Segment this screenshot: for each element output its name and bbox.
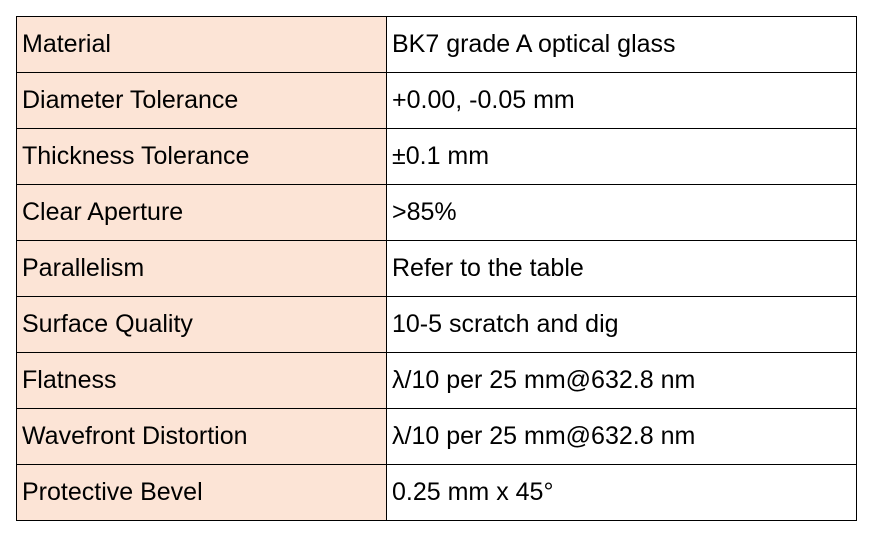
property-label: Surface Quality bbox=[16, 296, 387, 353]
property-value: +0.00, -0.05 mm bbox=[386, 72, 857, 129]
table-body: Material BK7 grade A optical glass Diamete… bbox=[16, 16, 857, 521]
table-row: Protective Bevel 0.25 mm x 45° bbox=[16, 464, 857, 521]
table-row: Material BK7 grade A optical glass bbox=[16, 16, 857, 73]
property-label: Flatness bbox=[16, 352, 387, 409]
property-value: >85% bbox=[386, 184, 857, 241]
property-value: λ/10 per 25 mm@632.8 nm bbox=[386, 352, 857, 409]
property-value: BK7 grade A optical glass bbox=[386, 16, 857, 73]
property-label: Protective Bevel bbox=[16, 464, 387, 521]
table-row: Flatness λ/10 per 25 mm@632.8 nm bbox=[16, 352, 857, 409]
property-value: λ/10 per 25 mm@632.8 nm bbox=[386, 408, 857, 465]
property-label: Diameter Tolerance bbox=[16, 72, 387, 129]
property-value: 0.25 mm x 45° bbox=[386, 464, 857, 521]
property-label: Thickness Tolerance bbox=[16, 128, 387, 185]
property-value: 10-5 scratch and dig bbox=[386, 296, 857, 353]
property-label: Wavefront Distortion bbox=[16, 408, 387, 465]
table-row: Clear Aperture >85% bbox=[16, 184, 857, 241]
table-row: Diameter Tolerance +0.00, -0.05 mm bbox=[16, 72, 857, 129]
property-value: ±0.1 mm bbox=[386, 128, 857, 185]
property-label: Clear Aperture bbox=[16, 184, 387, 241]
table-row: Surface Quality 10-5 scratch and dig bbox=[16, 296, 857, 353]
property-value: Refer to the table bbox=[386, 240, 857, 297]
table-row: Wavefront Distortion λ/10 per 25 mm@632.8… bbox=[16, 408, 857, 465]
table-row: Parallelism Refer to the table bbox=[16, 240, 857, 297]
property-label: Material bbox=[16, 16, 387, 73]
table-row: Thickness Tolerance ±0.1 mm bbox=[16, 128, 857, 185]
property-label: Parallelism bbox=[16, 240, 387, 297]
spec-table: Material BK7 grade A optical glass Diamete… bbox=[16, 16, 857, 521]
